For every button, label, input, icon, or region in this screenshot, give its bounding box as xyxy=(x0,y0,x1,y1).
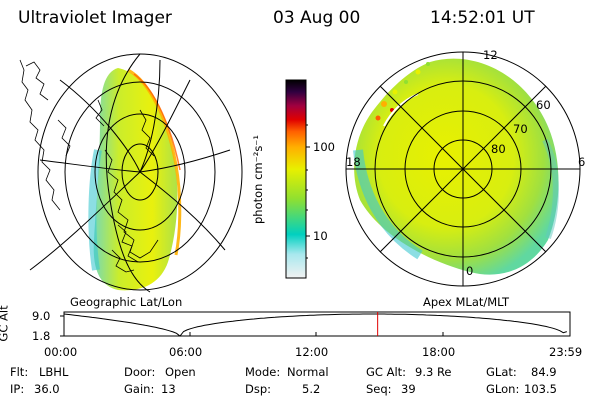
date-label: 03 Aug 00 xyxy=(273,8,361,28)
info-mode-value: Normal xyxy=(287,365,329,379)
info-gcalt-value: 9.3 Re xyxy=(415,365,452,379)
altitude-xtick-1200: 12:00 xyxy=(295,345,329,359)
info-door-value: Open xyxy=(165,365,196,379)
info-ip-value: 36.0 xyxy=(34,382,60,396)
info-glat-label: GLat: xyxy=(486,365,517,379)
info-seq-value: 39 xyxy=(401,382,416,396)
colorbar-tick-10: 10 xyxy=(313,229,328,243)
polar-emission xyxy=(354,58,559,275)
info-glon-value: 103.5 xyxy=(524,382,557,396)
geo-arc-red xyxy=(133,73,181,171)
info-mode-label: Mode: xyxy=(245,365,281,379)
altitude-plot-frame xyxy=(63,311,571,337)
altitude-xtick-0600: 06:00 xyxy=(169,345,203,359)
altitude-curve xyxy=(63,313,567,337)
info-filter-value: LBHL xyxy=(39,365,69,379)
colorbar xyxy=(285,79,307,279)
info-gain-value: 13 xyxy=(161,382,176,396)
mlat-label-60: 60 xyxy=(536,98,551,112)
altitude-plot-ticks xyxy=(60,315,444,337)
time-label: 14:52:01 UT xyxy=(430,8,535,28)
altitude-xtick-2359: 23:59 xyxy=(549,345,583,359)
colorbar-ticks xyxy=(306,124,310,259)
info-filter-label: Flt: xyxy=(10,365,29,379)
info-dsp-label: Dsp: xyxy=(245,382,272,396)
altitude-xtick-1800: 18:00 xyxy=(422,345,456,359)
geo-coastlines xyxy=(19,59,159,273)
geo-panel-label: Geographic Lat/Lon xyxy=(70,295,183,309)
altitude-ytick-high: 9.0 xyxy=(32,309,51,323)
info-gcalt-label: GC Alt: xyxy=(366,365,407,379)
mlt-label-12: 12 xyxy=(483,48,498,62)
geo-grid xyxy=(29,53,243,293)
info-door-label: Door: xyxy=(124,365,156,379)
polar-grid xyxy=(345,51,581,287)
altitude-ytick-low: 1.8 xyxy=(32,329,51,343)
polar-edge-cyan xyxy=(353,149,423,260)
mlt-label-6: 6 xyxy=(578,155,586,169)
mlat-label-70: 70 xyxy=(513,122,528,136)
info-glon-label: GLon: xyxy=(486,382,520,396)
info-gain-label: Gain: xyxy=(124,382,155,396)
info-ip-label: IP: xyxy=(10,382,25,396)
info-dsp-value: 5.2 xyxy=(302,382,321,396)
info-seq-label: Seq: xyxy=(366,382,392,396)
polar-panel-label: Apex MLat/MLT xyxy=(423,295,510,309)
colorbar-tick-100: 100 xyxy=(313,140,335,154)
mlt-label-0: 0 xyxy=(466,264,474,278)
colorbar-unit-label: photon cm⁻²s⁻¹ xyxy=(251,135,265,224)
geographic-image xyxy=(19,53,243,293)
info-glat-value: 84.9 xyxy=(531,365,557,379)
altitude-xtick-0000: 00:00 xyxy=(44,345,78,359)
mlt-label-18: 18 xyxy=(346,155,361,169)
instrument-title: Ultraviolet Imager xyxy=(18,8,172,28)
mlat-label-80: 80 xyxy=(491,142,506,156)
altitude-ylabel: GC Alt xyxy=(0,305,11,342)
